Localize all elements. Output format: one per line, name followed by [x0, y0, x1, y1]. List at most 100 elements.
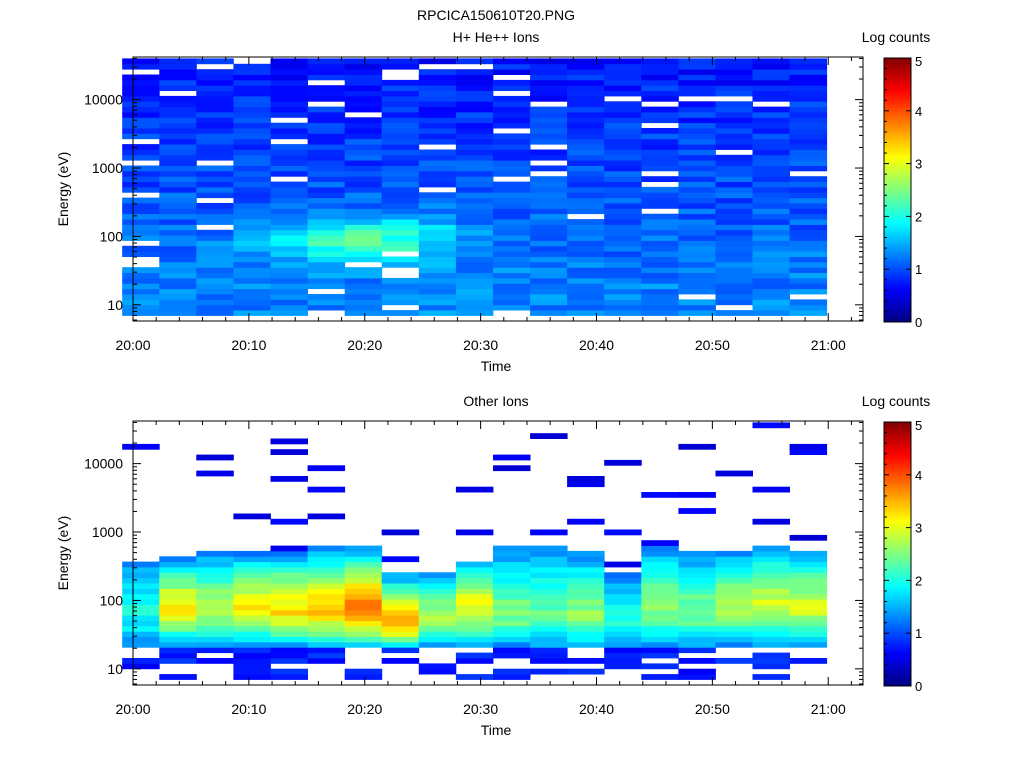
- heatmap-cell: [678, 224, 716, 231]
- heatmap-cell: [789, 186, 828, 193]
- heatmap-cell: [122, 176, 160, 182]
- heatmap-cell: [715, 133, 753, 140]
- heatmap-cell: [159, 203, 197, 209]
- heatmap-cell: [233, 299, 271, 306]
- heatmap-cell: [455, 117, 494, 124]
- heatmap-cell: [159, 79, 197, 86]
- heatmap-cell: [418, 599, 457, 605]
- heatmap-cell: [233, 219, 271, 225]
- heatmap-cell: [641, 186, 679, 193]
- heatmap-cell: [307, 620, 346, 627]
- heatmap-cell: [715, 229, 753, 236]
- heatmap-cell: [530, 310, 568, 316]
- heatmap-cell: [493, 63, 531, 70]
- heatmap-cell: [530, 245, 568, 252]
- heatmap-cell: [715, 267, 753, 273]
- heatmap-cell: [344, 588, 383, 595]
- heatmap-cell: [493, 599, 531, 605]
- heatmap-cell: [233, 74, 271, 81]
- heatmap-cell: [455, 213, 494, 220]
- heatmap-cell: [122, 620, 160, 627]
- heatmap-cell: [641, 641, 679, 648]
- heatmap-cell: [567, 668, 605, 675]
- heatmap-cell: [159, 117, 197, 124]
- heatmap-cell: [122, 112, 160, 118]
- heatmap-cell: [493, 277, 531, 284]
- heatmap-cell: [567, 128, 605, 134]
- heatmap-cell: [604, 599, 642, 605]
- heatmap-cell: [307, 647, 346, 654]
- heatmap-cell: [715, 122, 753, 129]
- heatmap-cell: [418, 74, 457, 81]
- heatmap-cell: [418, 631, 457, 637]
- heatmap-cell: [418, 604, 457, 611]
- heatmap-cell: [530, 545, 568, 552]
- heatmap-cell: [604, 69, 642, 75]
- heatmap-cell: [418, 615, 457, 621]
- heatmap-cell: [678, 443, 716, 450]
- heatmap-cell: [455, 122, 494, 129]
- heatmap-cell: [159, 95, 197, 102]
- heatmap-cell: [196, 149, 234, 156]
- heatmap-cell: [530, 176, 568, 182]
- heatmap-cell: [233, 267, 271, 273]
- heatmap-cell: [159, 186, 197, 193]
- heatmap-cell: [196, 277, 234, 284]
- heatmap-cell: [455, 79, 494, 86]
- heatmap-cell: [307, 229, 346, 236]
- heatmap-cell: [381, 90, 420, 97]
- heatmap-cell: [233, 513, 271, 520]
- heatmap-cell: [715, 128, 753, 134]
- heatmap-cell: [307, 186, 346, 193]
- heatmap-cell: [344, 176, 383, 182]
- heatmap-cell: [196, 272, 234, 279]
- heatmap-cell: [307, 208, 346, 215]
- heatmap-cell: [307, 652, 346, 659]
- heatmap-cell: [159, 604, 197, 611]
- heatmap-cell: [641, 245, 679, 252]
- heatmap-cell: [344, 299, 383, 306]
- heatmap-cell: [418, 636, 457, 643]
- heatmap-cell: [493, 58, 531, 65]
- heatmap-cell: [678, 261, 716, 268]
- heatmap-cell: [270, 545, 308, 552]
- heatmap-cell: [455, 658, 494, 664]
- heatmap-cell: [715, 620, 753, 627]
- heatmap-cell: [493, 138, 531, 145]
- heatmap-cell: [418, 593, 457, 600]
- heatmap-cell: [789, 299, 828, 306]
- heatmap-cell: [530, 288, 568, 295]
- heatmap-cell: [122, 74, 160, 81]
- heatmap-cell: [604, 213, 642, 220]
- heatmap-cell: [307, 513, 346, 520]
- heatmap-cell: [381, 299, 420, 306]
- heatmap-cell: [344, 101, 383, 108]
- heatmap-cell: [715, 636, 753, 643]
- x-tick-label: 20:00: [115, 701, 150, 717]
- heatmap-cell: [418, 224, 457, 231]
- heatmap-cell: [678, 235, 716, 241]
- heatmap-cell: [381, 219, 420, 225]
- heatmap-cell: [715, 154, 753, 161]
- heatmap-cell: [381, 192, 420, 199]
- heatmap-cell: [307, 261, 346, 268]
- heatmap-cell: [344, 288, 383, 295]
- heatmap-cell: [233, 95, 271, 102]
- heatmap-cell: [307, 154, 346, 161]
- heatmap-cell: [233, 636, 271, 643]
- heatmap-cell: [567, 251, 605, 257]
- heatmap-cell: [307, 58, 346, 65]
- heatmap-cell: [159, 128, 197, 134]
- heatmap-cell: [455, 486, 494, 493]
- heatmap-cell: [678, 658, 716, 664]
- heatmap-cell: [493, 133, 531, 140]
- heatmap-cell: [567, 550, 605, 557]
- heatmap-cell: [678, 176, 716, 182]
- heatmap-cell: [678, 240, 716, 247]
- heatmap-cell: [678, 186, 716, 193]
- heatmap-cell: [344, 593, 383, 600]
- heatmap-cell: [604, 90, 642, 97]
- panel2-colorbar-label: Log counts: [862, 393, 931, 409]
- heatmap-cell: [455, 261, 494, 268]
- heatmap-cell: [641, 251, 679, 257]
